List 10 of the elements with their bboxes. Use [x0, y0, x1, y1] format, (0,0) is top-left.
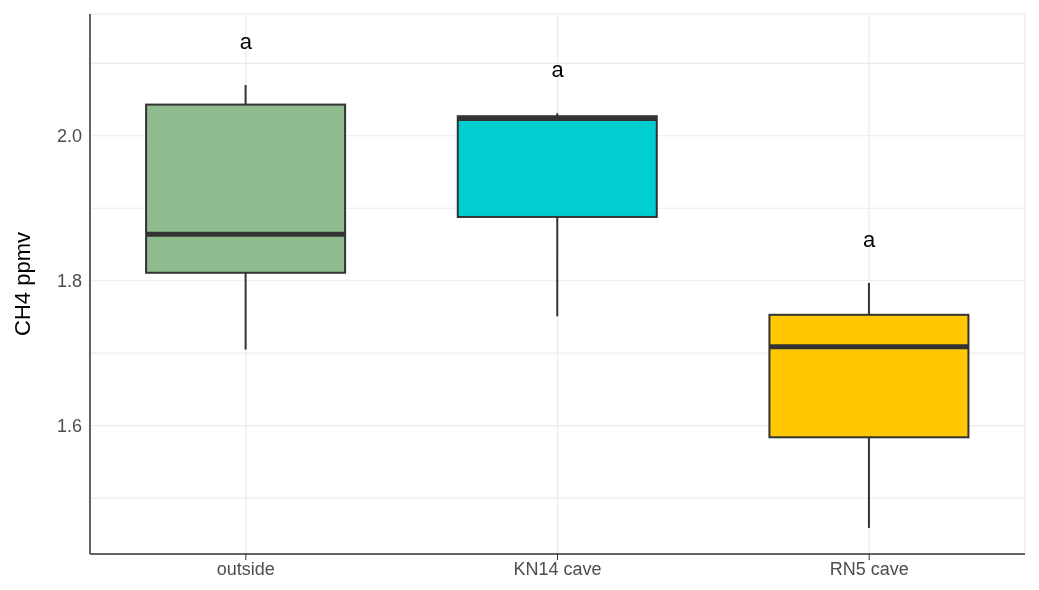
y-axis-title: CH4 ppmv [9, 232, 35, 336]
x-tick-label: outside [216, 558, 275, 579]
annotation: a [863, 226, 877, 252]
x-tick-label: RN5 cave [829, 558, 909, 579]
y-tick-label: 2.0 [56, 126, 82, 147]
annotation: a [239, 29, 253, 55]
annotation: a [551, 57, 565, 83]
y-tick-label: 1.8 [56, 271, 82, 292]
x-tick-label: KN14 cave [513, 558, 602, 579]
y-tick-label: 1.6 [56, 416, 82, 437]
